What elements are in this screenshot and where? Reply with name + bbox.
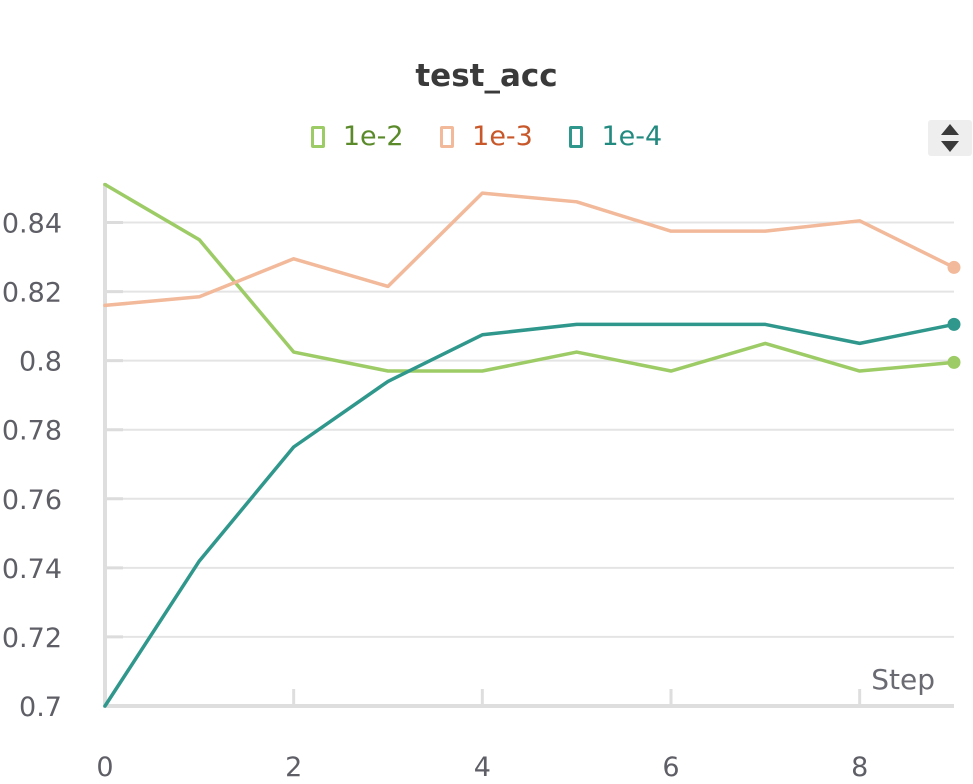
x-tick-label: 4 <box>474 752 491 783</box>
x-tick-label: 2 <box>285 752 302 783</box>
series-line-1e-2 <box>103 182 956 373</box>
y-tick-label: 0.76 <box>2 485 62 516</box>
x-tick-label: 8 <box>851 752 868 783</box>
legend-item-1e-3[interactable]: 1e-3 <box>440 121 533 152</box>
up-down-arrows-icon <box>941 124 959 152</box>
legend-item-1e-2[interactable]: 1e-2 <box>310 121 404 152</box>
series-end-marker-1e-4 <box>947 317 961 331</box>
legend-scroll-button[interactable] <box>928 120 972 156</box>
y-tick-label: 0.8 <box>19 347 62 378</box>
series-end-marker-1e-2 <box>947 355 961 369</box>
series-line-1e-4 <box>103 322 956 708</box>
x-tick-label: 6 <box>662 752 679 783</box>
y-tick-label: 0.84 <box>2 209 62 240</box>
series-end-marker-1e-3 <box>947 260 961 274</box>
y-tick-label: 0.72 <box>2 623 62 654</box>
x-tick-label: 0 <box>96 752 113 783</box>
y-tick-label: 0.82 <box>2 278 62 309</box>
legend-swatch-1e-2 <box>310 126 325 148</box>
chart-title: test_acc <box>415 58 558 94</box>
x-axis-label: Step <box>871 663 935 696</box>
legend-label-1e-4: 1e-4 <box>601 121 663 152</box>
y-tick-label: 0.78 <box>2 416 62 447</box>
y-tick-label: 0.7 <box>19 692 62 723</box>
legend-label-1e-3: 1e-3 <box>472 121 533 152</box>
y-tick-label: 0.74 <box>2 554 62 585</box>
series-line-1e-3 <box>103 191 956 308</box>
legend-item-1e-4[interactable]: 1e-4 <box>569 121 662 152</box>
legend-swatch-1e-3 <box>440 126 455 148</box>
legend: 1e-2 1e-3 1e-4 <box>0 120 973 152</box>
legend-label-1e-2: 1e-2 <box>342 121 404 152</box>
legend-swatch-1e-4 <box>569 126 584 148</box>
